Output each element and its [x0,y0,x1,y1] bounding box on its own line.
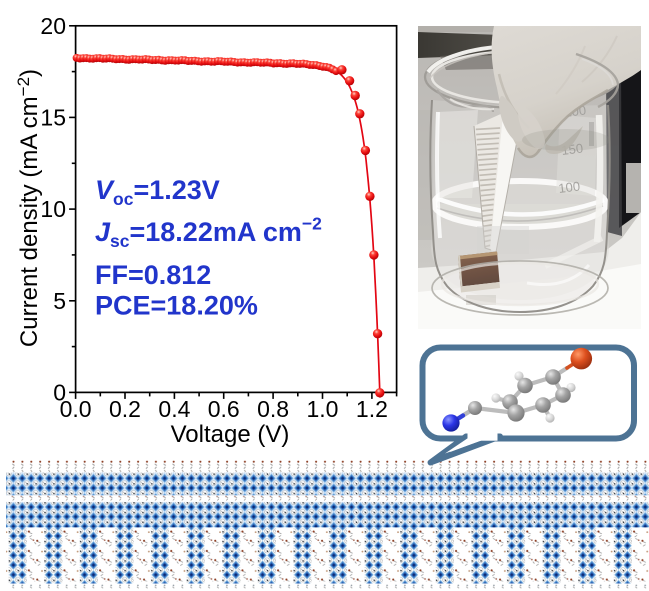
svg-text:1.2: 1.2 [356,396,388,422]
svg-text:0.6: 0.6 [208,396,240,422]
svg-text:20: 20 [40,13,66,39]
svg-text:0: 0 [53,379,66,405]
svg-text:1.0: 1.0 [307,396,339,422]
svg-text:FF=0.812: FF=0.812 [95,260,211,290]
svg-text:0.2: 0.2 [109,396,141,422]
svg-text:0.4: 0.4 [158,396,190,422]
svg-text:15: 15 [40,104,66,130]
svg-text:Voc=1.23V: Voc=1.23V [95,175,220,209]
svg-text:0.0: 0.0 [60,396,92,422]
svg-text:100: 100 [558,178,581,196]
svg-text:PCE=18.20%: PCE=18.20% [95,291,258,321]
svg-text:5: 5 [53,288,66,314]
svg-text:10: 10 [40,196,66,222]
svg-text:Jsc=18.22mA cm−2: Jsc=18.22mA cm−2 [95,214,322,252]
svg-text:Voltage (V): Voltage (V) [171,421,290,448]
svg-text:Current density (mA cm−2): Current density (mA cm−2) [14,69,43,347]
svg-text:0.8: 0.8 [257,396,289,422]
